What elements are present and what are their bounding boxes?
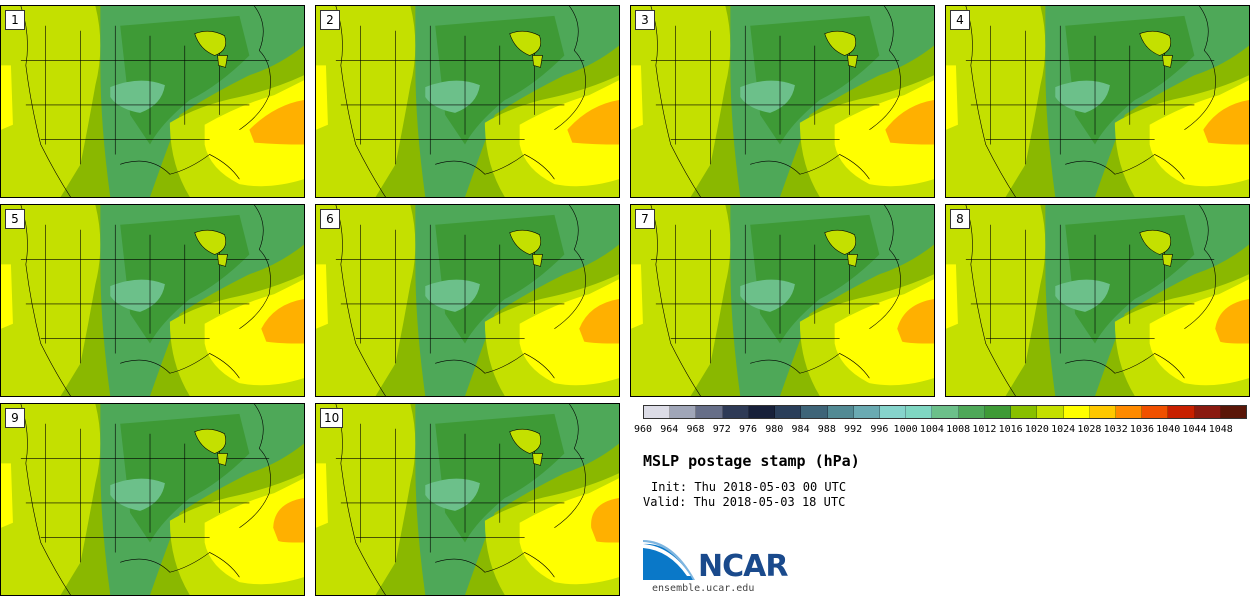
colorbar-tick-label: 1032 — [1103, 424, 1128, 435]
colorbar-swatch — [644, 406, 671, 418]
colorbar-swatch — [1142, 406, 1169, 418]
colorbar-swatch — [1220, 406, 1247, 418]
panel-number: 4 — [950, 10, 970, 30]
colorbar-tick-label: 1048 — [1208, 424, 1233, 435]
colorbar-tick-label: 960 — [633, 424, 653, 435]
valid-time: Valid: Thu 2018-05-03 18 UTC — [643, 495, 846, 509]
colorbar-swatch — [906, 406, 933, 418]
colorbar-tick-label: 1000 — [893, 424, 918, 435]
ncar-logo-text: NCAR — [698, 549, 788, 584]
colorbar-tick-label: 980 — [765, 424, 784, 435]
colorbar-swatch — [722, 406, 749, 418]
colorbar-tick-label: 1012 — [972, 424, 997, 435]
colorbar-tick-label: 988 — [817, 424, 836, 435]
colorbar-tick-label: 992 — [844, 424, 863, 435]
colorbar-tick-label: 968 — [686, 424, 705, 435]
map-panel: 1 — [0, 5, 305, 198]
panel-number: 5 — [5, 209, 25, 229]
colorbar-tick-label: 1044 — [1182, 424, 1207, 435]
map-panel: 7 — [630, 204, 935, 397]
panel-number: 8 — [950, 209, 970, 229]
colorbar-swatch — [984, 406, 1012, 418]
chart-title: MSLP postage stamp (hPa) — [643, 452, 860, 470]
colorbar-swatch — [696, 406, 723, 418]
colorbar-swatch — [853, 406, 880, 418]
colorbar-swatch — [1037, 406, 1064, 418]
panel-number: 2 — [320, 10, 340, 30]
map-panel: 6 — [315, 204, 620, 397]
colorbar-swatch — [1011, 406, 1038, 418]
colorbar-tick-label: 1016 — [998, 424, 1023, 435]
init-time: Init: Thu 2018-05-03 00 UTC — [651, 480, 847, 494]
colorbar-swatch — [879, 406, 907, 418]
colorbar-tick-label: 1008 — [946, 424, 971, 435]
colorbar-swatch — [775, 406, 802, 418]
panel-number: 3 — [635, 10, 655, 30]
colorbar-tick-label: 972 — [712, 424, 731, 435]
panel-number: 9 — [5, 408, 25, 428]
colorbar-swatch — [670, 406, 697, 418]
colorbar — [643, 405, 1247, 419]
panel-number: 6 — [320, 209, 340, 229]
colorbar-tick-label: 984 — [791, 424, 810, 435]
colorbar-swatch — [1194, 406, 1221, 418]
map-panel: 3 — [630, 5, 935, 198]
map-panel: 9 — [0, 403, 305, 596]
colorbar-tick-label: 1036 — [1129, 424, 1154, 435]
colorbar-swatch — [827, 406, 854, 418]
panel-number: 1 — [5, 10, 25, 30]
colorbar-tick-label: 1024 — [1051, 424, 1076, 435]
panel-number: 10 — [320, 408, 344, 428]
map-panel: 5 — [0, 204, 305, 397]
colorbar-tick-labels: 960 964 968 972 976 980 984 988 992 996 1000 1004 10… — [634, 424, 1247, 438]
colorbar-tick-label: 1004 — [919, 424, 944, 435]
colorbar-tick-label: 964 — [660, 424, 679, 435]
colorbar-swatch — [801, 406, 828, 418]
colorbar-swatch — [1089, 406, 1116, 418]
colorbar-tick-label: 1028 — [1077, 424, 1102, 435]
colorbar-tick-label: 996 — [870, 424, 889, 435]
colorbar-swatch — [958, 406, 985, 418]
colorbar-swatch — [1168, 406, 1195, 418]
map-panel: 10 — [315, 403, 620, 596]
map-panel: 2 — [315, 5, 620, 198]
colorbar-swatch — [1115, 406, 1143, 418]
colorbar-tick-label: 1040 — [1156, 424, 1181, 435]
panel-number: 7 — [635, 209, 655, 229]
map-panel: 8 — [945, 204, 1250, 397]
colorbar-swatch — [932, 406, 959, 418]
ncar-logo-icon — [643, 540, 695, 580]
site-url: ensemble.ucar.edu — [652, 583, 755, 594]
colorbar-tick-label: 976 — [739, 424, 758, 435]
map-panel: 4 — [945, 5, 1250, 198]
colorbar-tick-label: 1020 — [1024, 424, 1049, 435]
colorbar-swatch — [1063, 406, 1090, 418]
colorbar-swatch — [748, 406, 776, 418]
